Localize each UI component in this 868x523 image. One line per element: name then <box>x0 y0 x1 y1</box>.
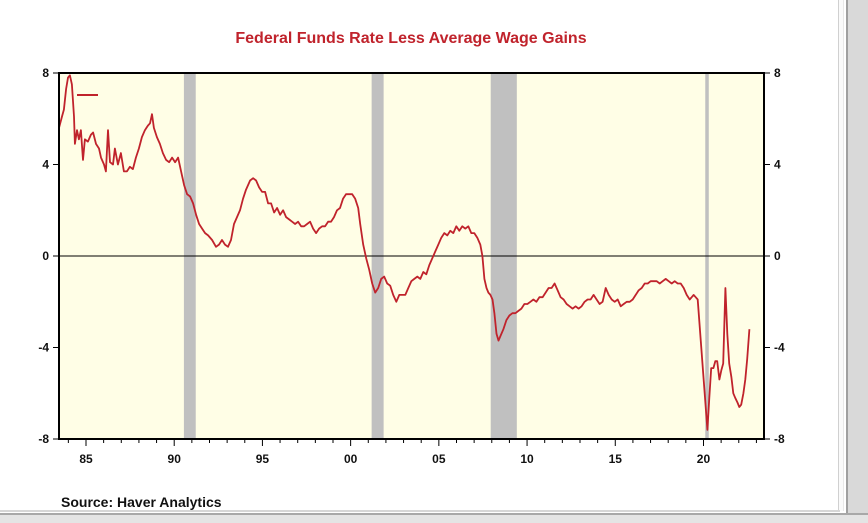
horizontal-scrollbar[interactable] <box>0 513 868 523</box>
y-tick-label-right: -4 <box>774 341 785 355</box>
y-tick-label-left: -4 <box>38 341 49 355</box>
y-tick-label-left: 4 <box>42 158 49 172</box>
x-tick-label: 05 <box>432 452 446 466</box>
x-tick-label: 90 <box>168 452 182 466</box>
y-tick-label-left: 0 <box>42 249 49 263</box>
y-axis-right: 8 4 0 -4 -8 <box>764 66 785 446</box>
window-inner-border <box>838 0 844 511</box>
x-tick-label: 00 <box>344 452 358 466</box>
window-bottom-inner-border <box>0 510 840 512</box>
source-note: Source: Haver Analytics <box>61 494 222 510</box>
y-axis-left: 8 4 0 -4 -8 <box>38 66 59 446</box>
x-tick-label: 85 <box>79 452 93 466</box>
x-tick-label: 20 <box>697 452 711 466</box>
y-tick-label-right: -8 <box>774 432 785 446</box>
y-tick-label-right: 4 <box>774 158 781 172</box>
x-axis: 85 90 95 00 05 10 15 20 <box>67 439 757 466</box>
y-tick-label-right: 0 <box>774 249 781 263</box>
x-tick-label: 15 <box>609 452 623 466</box>
series-line <box>58 74 751 431</box>
x-tick-label: 10 <box>520 452 534 466</box>
x-tick-label: 95 <box>256 452 270 466</box>
chart-title: Federal Funds Rate Less Average Wage Gai… <box>235 30 587 47</box>
y-tick-label-left: -8 <box>38 432 49 446</box>
vertical-scrollbar[interactable] <box>846 0 868 523</box>
y-tick-label-left: 8 <box>42 66 49 80</box>
y-tick-label-right: 8 <box>774 66 781 80</box>
